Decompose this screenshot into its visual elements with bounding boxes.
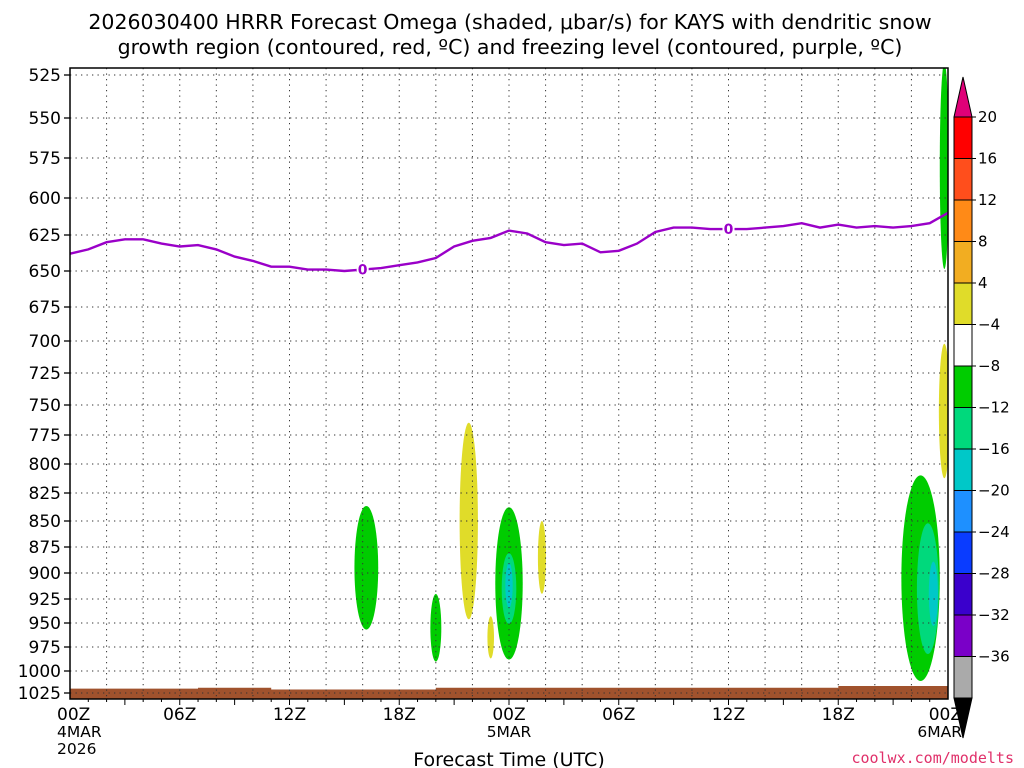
x-tick-date: 5MAR (487, 723, 532, 741)
freezing-label-bg (722, 221, 735, 237)
colorbar-label: −28 (978, 565, 1010, 583)
x-tick-year: 2026 (57, 740, 96, 758)
y-tick-label: 875 (29, 538, 61, 558)
chart-title-line-1: 2026030400 HRRR Forecast Omega (shaded, … (88, 10, 931, 34)
y-tick-label: 925 (29, 590, 61, 610)
y-tick-label: 850 (29, 512, 61, 532)
x-tick-label: 12Z (273, 705, 306, 725)
y-tick-label: 525 (29, 66, 61, 86)
x-tick-date: 4MAR (57, 723, 102, 741)
freezing-level: 00 (69, 211, 949, 279)
y-tick-label: 1025 (18, 684, 61, 704)
terrain-fill (70, 686, 948, 699)
y-tick-label: 675 (29, 298, 61, 318)
omega-region-5 (430, 594, 442, 662)
x-tick-label: 18Z (383, 705, 416, 725)
omega-region-11 (938, 343, 948, 479)
omega-region-1 (459, 422, 478, 620)
omega-region-7 (537, 521, 546, 594)
y-tick-label: 825 (29, 484, 61, 504)
colorbar-label: −4 (978, 316, 1000, 334)
colorbar-swatch (953, 573, 973, 616)
colorbar-label: −20 (978, 482, 1010, 500)
y-tick-label: 725 (29, 364, 61, 384)
colorbar-swatch (953, 490, 973, 533)
colorbar-label: 4 (978, 274, 988, 292)
x-tick-label: 18Z (822, 705, 855, 725)
gridlines (70, 68, 948, 699)
colorbar-swatch (953, 241, 973, 284)
y-tick-label: 625 (29, 226, 61, 246)
colorbar-swatch (953, 656, 973, 699)
freezing-label-bg (356, 261, 369, 277)
y-tick-label: 900 (29, 564, 61, 584)
y-tick-label: 600 (29, 189, 61, 209)
colorbar-swatch (953, 199, 973, 242)
colorbar-swatch (953, 614, 973, 657)
y-tick-label: 1000 (18, 662, 61, 682)
terrain (70, 686, 948, 699)
y-tick-label: 650 (29, 262, 61, 282)
colorbar-label: −36 (978, 648, 1010, 666)
freezing-level-line (69, 211, 949, 273)
x-tick-label: 06Z (602, 705, 635, 725)
colorbar-swatch (953, 282, 973, 325)
y-tick-label: 800 (29, 455, 61, 475)
x-tick-date: 6MAR (917, 723, 962, 741)
x-tick-label: 06Z (163, 705, 196, 725)
colorbar-label: −16 (978, 440, 1010, 458)
colorbar-swatch (953, 158, 973, 201)
colorbar-label: −32 (978, 606, 1010, 624)
y-tick-label: 750 (29, 396, 61, 416)
colorbar-label: −24 (978, 523, 1010, 541)
omega-region-6 (487, 616, 495, 659)
colorbar-label: 12 (978, 191, 997, 209)
omega-region-0 (354, 506, 379, 630)
colorbar: 20 16 12 8 4 −4 −8 −12 −16 −20 −24 −28 −32 −36 (953, 76, 1010, 739)
colorbar-bottom-arrow (953, 697, 973, 739)
x-tick-label: 00Z (57, 705, 90, 725)
y-tick-label: 700 (29, 332, 61, 352)
colorbar-swatch (953, 531, 973, 574)
chart-title-line-2: growth region (contoured, red, ºC) and f… (118, 35, 903, 59)
colorbar-label: 20 (978, 108, 997, 126)
y-tick-label: 775 (29, 426, 61, 446)
omega-region-12 (939, 68, 948, 269)
colorbar-label: −8 (978, 357, 1000, 375)
colorbar-swatch (953, 407, 973, 450)
freezing-level-label: 0 (724, 222, 734, 238)
colorbar-swatch (953, 448, 973, 491)
freezing-level-label: 0 (358, 263, 368, 279)
y-axis: 525 550 575 600 625 650 675 700 725 750 775 800 825 8… (18, 66, 70, 704)
omega-region-10 (928, 561, 938, 626)
y-tick-label: 975 (29, 638, 61, 658)
colorbar-label: −12 (978, 399, 1010, 417)
colorbar-label: 16 (978, 150, 997, 168)
colorbar-swatch (953, 365, 973, 408)
y-tick-label: 575 (29, 149, 61, 169)
credit-text: coolwx.com/modelts (851, 749, 1014, 767)
colorbar-swatch (953, 324, 973, 367)
x-tick-label: 00Z (492, 705, 525, 725)
y-tick-label: 550 (29, 109, 61, 129)
x-tick-label: 12Z (712, 705, 745, 725)
y-tick-label: 950 (29, 614, 61, 634)
x-axis-label: Forecast Time (UTC) (413, 749, 604, 768)
colorbar-label: 8 (978, 233, 988, 251)
x-tick-label: 00Z (929, 705, 962, 725)
colorbar-swatch (953, 116, 973, 159)
